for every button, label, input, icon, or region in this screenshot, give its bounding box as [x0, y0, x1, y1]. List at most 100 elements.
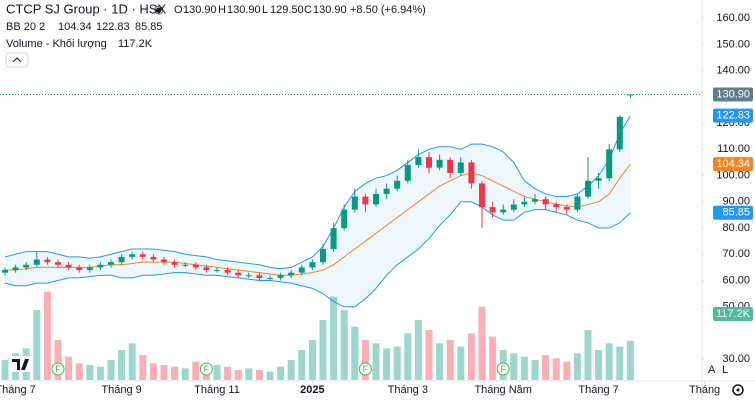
legend: CTCP SJ Group · 1D · HSX ◉ O 130.90 H 13…: [5, 1, 426, 68]
event-marker: [496, 362, 510, 376]
candle-body: [320, 249, 326, 263]
volume-bar: [75, 363, 83, 380]
candle-body: [214, 270, 220, 272]
price-box: [713, 205, 753, 220]
ohlc-value: 130.90: [227, 4, 261, 16]
volume-bar: [213, 365, 221, 380]
candle-body: [129, 254, 136, 257]
candle-body: [532, 199, 538, 202]
volume-bar: [139, 355, 147, 380]
ohlc-value: 130.90: [183, 4, 217, 16]
volume-bar: [107, 360, 115, 380]
volume-bar: [595, 350, 603, 380]
candle-body: [161, 259, 167, 263]
volume-bar: [563, 361, 571, 380]
volume-bar: [234, 370, 242, 380]
change: +8.50 (+6.94%): [350, 4, 426, 16]
band-line: [4, 201, 631, 308]
y-tick-label: 150.00: [716, 38, 750, 50]
eye-icon[interactable]: ◉: [154, 4, 164, 16]
ohlc-key: C: [304, 4, 312, 16]
indicator-value: 85.85: [135, 21, 163, 33]
event-marker: [199, 362, 213, 376]
candle-body: [86, 267, 93, 271]
candle-body: [383, 188, 390, 194]
event-label: F: [363, 364, 369, 374]
candle-body: [404, 165, 411, 181]
volume-bar: [393, 346, 401, 380]
gear[interactable]: [732, 384, 744, 396]
volume-bar: [478, 306, 486, 380]
volume-bar: [308, 340, 316, 380]
volume-bar: [531, 360, 539, 380]
volume-bar: [510, 353, 518, 380]
candle-body: [309, 262, 316, 268]
volume-bar: [86, 365, 94, 380]
candle-body: [256, 275, 263, 278]
candle-body: [65, 264, 72, 268]
volume-bar: [436, 343, 444, 380]
volume-bar: [616, 346, 624, 380]
candle-body: [373, 193, 379, 205]
x-tick-label: Tháng: [689, 384, 720, 396]
candle-body: [341, 209, 348, 229]
candle-body: [23, 264, 30, 268]
candle-body: [33, 259, 40, 265]
volume-bar: [266, 371, 274, 380]
volume-bar: [351, 326, 359, 380]
control-button[interactable]: A: [708, 364, 716, 376]
candle-body: [574, 196, 581, 210]
candle-body: [55, 262, 61, 265]
candle-body: [171, 262, 178, 265]
candle-body: [44, 259, 51, 263]
candle-body: [12, 267, 19, 271]
volume-bar: [520, 356, 528, 380]
volume-bar: [552, 358, 560, 380]
price-box: [713, 108, 753, 123]
tv-logo: [10, 356, 32, 372]
volume-bar: [118, 350, 126, 380]
price-box: [713, 157, 753, 172]
volume-bar: [372, 343, 380, 380]
candle-body: [447, 159, 454, 173]
candle-body: [224, 270, 231, 273]
volume-bar: [361, 340, 369, 380]
collapse-icon: [12, 57, 22, 63]
indicator-name: Volume - Khối lượng: [6, 38, 107, 50]
control-button[interactable]: L: [722, 364, 728, 376]
volume-bar: [330, 296, 338, 380]
logo-bg: [10, 356, 32, 372]
y-tick-label: 80.00: [722, 222, 750, 234]
volume-bar: [128, 343, 136, 380]
volume-bar: [171, 366, 179, 380]
candle-body: [468, 162, 475, 184]
candle-body: [521, 201, 528, 205]
volume-bar: [404, 333, 412, 380]
settings-icon[interactable]: [732, 384, 744, 396]
candle-body: [298, 267, 305, 273]
volume-bar: [340, 310, 348, 380]
volume-bar: [319, 320, 327, 380]
candle-body: [182, 264, 189, 266]
candle-body: [235, 272, 242, 276]
volume-bar: [149, 363, 157, 380]
volume-bar: [457, 346, 465, 380]
gear-center: [736, 388, 740, 392]
volume-bar: [277, 366, 285, 380]
y-tick-label: 110.00: [717, 143, 750, 155]
collapse-button[interactable]: [5, 52, 29, 68]
band-fill: [5, 115, 631, 307]
candle-body: [277, 275, 284, 278]
volume-bar: [414, 320, 422, 380]
candle-body: [436, 159, 443, 168]
candle-body: [479, 183, 485, 208]
candle-body: [595, 178, 602, 181]
volume-bar: [1, 360, 9, 380]
y-tick-label: 90.00: [722, 196, 750, 208]
volume-bar: [383, 348, 391, 380]
candle-body: [606, 149, 613, 179]
candle-body: [97, 264, 104, 268]
candle-body: [118, 256, 125, 263]
